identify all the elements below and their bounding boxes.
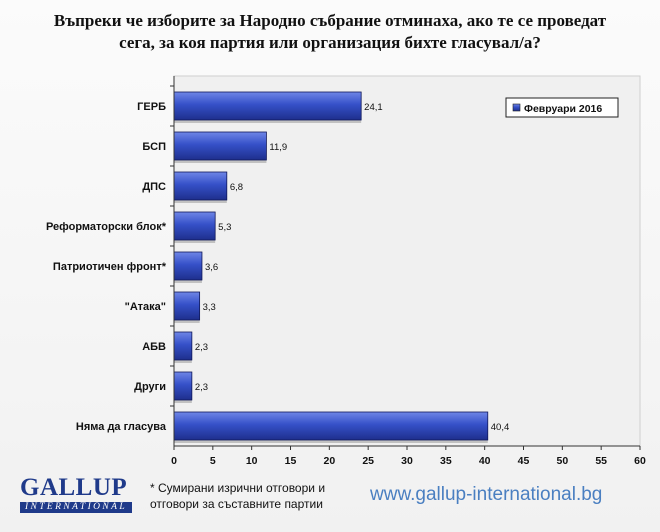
data-label: 3,6 bbox=[205, 262, 218, 273]
bar bbox=[173, 91, 362, 121]
x-tick-label: 10 bbox=[246, 455, 258, 467]
logo-word: GALLUP bbox=[20, 474, 128, 501]
plot-area bbox=[173, 75, 641, 447]
data-label: 6,8 bbox=[230, 182, 243, 193]
category-label: ГЕРБ bbox=[137, 101, 166, 113]
bar bbox=[173, 171, 228, 201]
category-label: ДПС bbox=[142, 181, 166, 193]
x-tick-label: 30 bbox=[401, 455, 413, 467]
logo-band: INTERNATIONAL bbox=[20, 502, 132, 513]
footnote: * Сумирани изрични отговори и отговори з… bbox=[150, 481, 326, 511]
bar bbox=[173, 411, 489, 441]
x-tick-label: 0 bbox=[171, 455, 177, 467]
data-label: 2,3 bbox=[195, 382, 208, 393]
legend: Февруари 2016 bbox=[505, 97, 619, 118]
category-label: БСП bbox=[142, 141, 166, 153]
category-label: Няма да гласува bbox=[76, 421, 167, 433]
x-tick-label: 20 bbox=[323, 455, 335, 467]
category-label: Реформаторски блок* bbox=[46, 221, 167, 233]
x-tick-label: 15 bbox=[285, 455, 297, 467]
data-label: 40,4 bbox=[491, 422, 510, 433]
legend-label: Февруари 2016 bbox=[524, 103, 602, 115]
bar bbox=[173, 251, 203, 281]
x-tick-label: 45 bbox=[518, 455, 530, 467]
bar bbox=[173, 211, 216, 241]
x-tick-label: 55 bbox=[595, 455, 607, 467]
x-tick-label: 40 bbox=[479, 455, 491, 467]
category-label: Други bbox=[134, 381, 166, 393]
category-label: АБВ bbox=[142, 341, 166, 353]
bar bbox=[173, 371, 193, 401]
category-label: Патриотичен фронт* bbox=[53, 261, 167, 273]
bar bbox=[173, 291, 201, 321]
legend-swatch bbox=[512, 103, 521, 112]
x-tick-label: 5 bbox=[210, 455, 216, 467]
data-label: 5,3 bbox=[218, 222, 231, 233]
x-tick-label: 60 bbox=[634, 455, 646, 467]
data-label: 11,9 bbox=[269, 142, 287, 153]
data-label: 2,3 bbox=[195, 342, 208, 353]
x-tick-label: 25 bbox=[362, 455, 374, 467]
x-tick-label: 35 bbox=[440, 455, 452, 467]
gallup-logo: GALLUP INTERNATIONAL bbox=[20, 475, 132, 517]
data-label: 3,3 bbox=[203, 302, 216, 313]
website-link[interactable]: www.gallup-international.bg bbox=[370, 484, 603, 505]
category-label: "Атака" bbox=[125, 301, 166, 313]
chart-title: Въпреки че изборите за Народно събрание … bbox=[53, 11, 607, 52]
legend-box bbox=[505, 97, 619, 118]
data-label: 24,1 bbox=[364, 102, 383, 113]
bar bbox=[173, 131, 267, 161]
x-tick-label: 50 bbox=[556, 455, 568, 467]
bar bbox=[173, 331, 193, 361]
